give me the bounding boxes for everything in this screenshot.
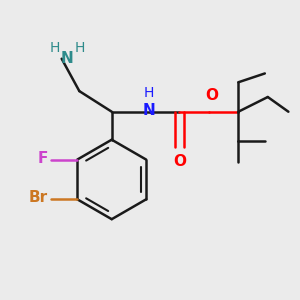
Text: H: H [50,41,60,55]
Text: F: F [38,151,48,166]
Text: N: N [142,103,155,118]
Text: Br: Br [29,190,48,205]
Text: N: N [61,51,73,66]
Text: O: O [205,88,218,104]
Text: O: O [173,154,186,169]
Text: H: H [75,41,85,55]
Text: H: H [143,86,154,100]
